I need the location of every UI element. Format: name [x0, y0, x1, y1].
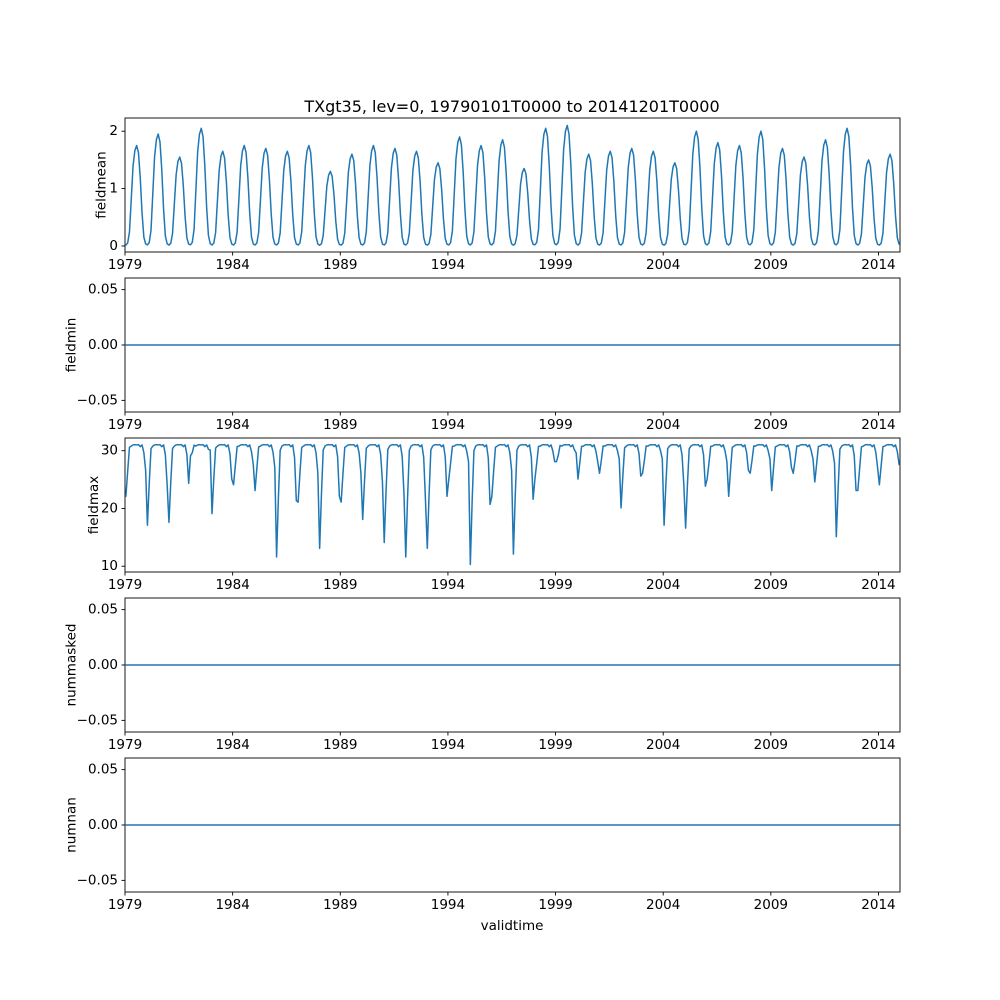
x-tick-label: 1984 [215, 417, 249, 433]
y-tick-label: 20 [101, 500, 118, 516]
x-tick-label: 2004 [646, 897, 680, 913]
y-axis-label-fieldmean: fieldmean [94, 151, 110, 218]
x-tick-label: 2009 [754, 577, 788, 593]
subplot-numnan: 1979 1984 1989 1994 1999 2004 2009 2014 −0.05 0.0… [64, 757, 901, 913]
x-tick-label: 2009 [754, 417, 788, 433]
x-tick-label: 1989 [323, 737, 357, 753]
x-tick-label: 1979 [108, 737, 142, 753]
x-tick-label: 2014 [861, 737, 895, 753]
x-tick-label: 1999 [538, 737, 572, 753]
x-tick-label: 1994 [431, 257, 465, 273]
subplot-fieldmax: 1979 1984 1989 1994 1999 2004 2009 2014 10 20 30 fi… [86, 437, 901, 593]
x-tick-label: 2009 [754, 897, 788, 913]
subplot-fieldmean: 1979 1984 1989 1994 1999 2004 2009 2014 0 1 2 field… [94, 117, 901, 273]
x-tick-label: 1984 [215, 257, 249, 273]
y-axis-label-fieldmin: fieldmin [64, 318, 80, 373]
x-tick-label: 2009 [754, 257, 788, 273]
x-tick-label: 1989 [323, 257, 357, 273]
y-tick-label: 0.00 [88, 337, 118, 353]
x-tick-label: 2004 [646, 577, 680, 593]
subplot-fieldmin: 1979 1984 1989 1994 1999 2004 2009 2014 −0.05 0.0… [64, 277, 901, 433]
y-axis-label-fieldmax: fieldmax [86, 476, 102, 535]
x-tick-label: 1984 [215, 897, 249, 913]
x-tick-label: 1989 [323, 577, 357, 593]
subplot-nummasked: 1979 1984 1989 1994 1999 2004 2009 2014 −0.05 0.0… [64, 597, 901, 753]
x-tick-label: 2009 [754, 737, 788, 753]
x-tick-label: 2014 [861, 257, 895, 273]
y-tick-label: 0.05 [88, 282, 118, 298]
x-axis-label: validtime [480, 918, 544, 934]
x-tick-label: 1994 [431, 737, 465, 753]
series-line-fieldmax [125, 443, 900, 566]
x-tick-label: 1989 [323, 897, 357, 913]
x-tick-label: 1984 [215, 737, 249, 753]
x-tick-label: 1979 [108, 897, 142, 913]
x-tick-label: 1989 [323, 417, 357, 433]
x-tick-label: 1994 [431, 417, 465, 433]
axes-box-fieldmax [124, 437, 901, 573]
y-tick-label: 0.00 [88, 657, 118, 673]
x-tick-label: 2014 [861, 897, 895, 913]
x-tick-label: 1999 [538, 897, 572, 913]
x-tick-label: 2004 [646, 257, 680, 273]
y-tick-label: −0.05 [77, 872, 118, 888]
x-tick-label: 1999 [538, 257, 572, 273]
y-axis-label-numnan: numnan [64, 797, 80, 853]
y-tick-label: −0.05 [77, 392, 118, 408]
x-tick-label: 2004 [646, 417, 680, 433]
y-tick-label: 1 [109, 181, 118, 197]
x-tick-label: 1984 [215, 577, 249, 593]
y-tick-label: 2 [109, 123, 118, 139]
x-tick-label: 1994 [431, 577, 465, 593]
x-tick-label: 1994 [431, 897, 465, 913]
y-tick-label: 0.00 [88, 817, 118, 833]
x-tick-label: 1999 [538, 577, 572, 593]
y-tick-label: 0.05 [88, 762, 118, 778]
y-tick-label: 30 [101, 443, 118, 459]
y-axis-label-nummasked: nummasked [64, 624, 80, 707]
series-line-fieldmean [125, 124, 900, 246]
y-tick-label: 0.05 [88, 602, 118, 618]
x-tick-label: 2004 [646, 737, 680, 753]
y-tick-label: 0 [109, 238, 118, 254]
figure-title: TXgt35, lev=0, 19790101T0000 to 20141201… [304, 97, 720, 116]
x-tick-label: 1979 [108, 257, 142, 273]
x-tick-label: 2014 [861, 417, 895, 433]
x-tick-label: 2014 [861, 577, 895, 593]
x-tick-label: 1999 [538, 417, 572, 433]
x-tick-label: 1979 [108, 577, 142, 593]
x-tick-label: 1979 [108, 417, 142, 433]
y-tick-label: −0.05 [77, 712, 118, 728]
axes-box-fieldmean [124, 117, 901, 253]
y-tick-label: 10 [101, 558, 118, 574]
